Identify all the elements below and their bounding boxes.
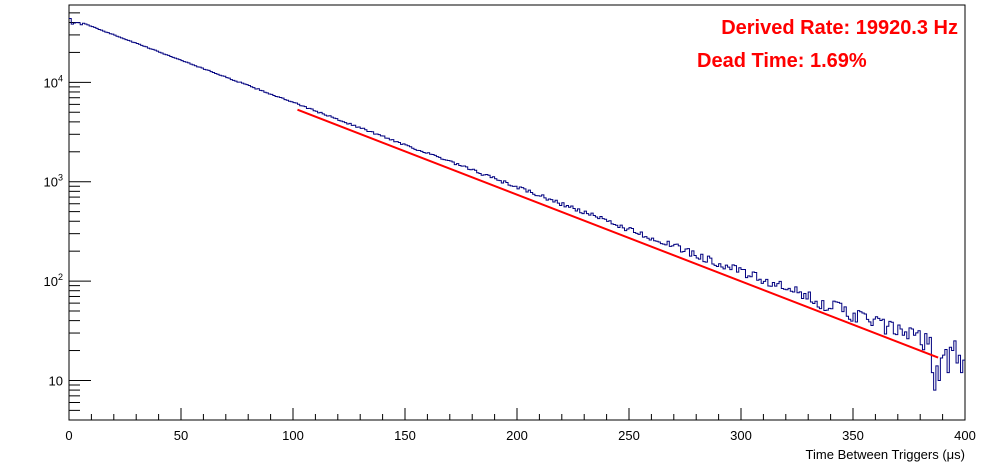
x-tick-label: 300 <box>730 428 752 443</box>
x-tick-label: 0 <box>65 428 72 443</box>
x-axis-title: Time Between Triggers (μs) <box>806 447 965 462</box>
y-tick-label: 102 <box>44 272 63 289</box>
histogram-series <box>69 18 965 391</box>
x-tick-label: 400 <box>954 428 976 443</box>
dead-time-annotation: Dead Time: 1.69% <box>697 50 867 72</box>
x-tick-label: 200 <box>506 428 528 443</box>
y-tick-label: 104 <box>44 73 63 90</box>
y-tick-label: 103 <box>44 173 63 190</box>
derived-rate-annotation: Derived Rate: 19920.3 Hz <box>721 17 958 39</box>
x-tick-label: 150 <box>394 428 416 443</box>
y-tick-label: 10 <box>49 373 63 388</box>
y-axis: 10 102 103 104 <box>44 4 91 421</box>
x-tick-label: 350 <box>842 428 864 443</box>
x-axis: 0 50 100 150 200 250 300 350 400 <box>65 408 976 443</box>
x-tick-label: 50 <box>174 428 188 443</box>
x-tick-label: 250 <box>618 428 640 443</box>
x-tick-label: 100 <box>282 428 304 443</box>
fit-line <box>297 108 939 359</box>
